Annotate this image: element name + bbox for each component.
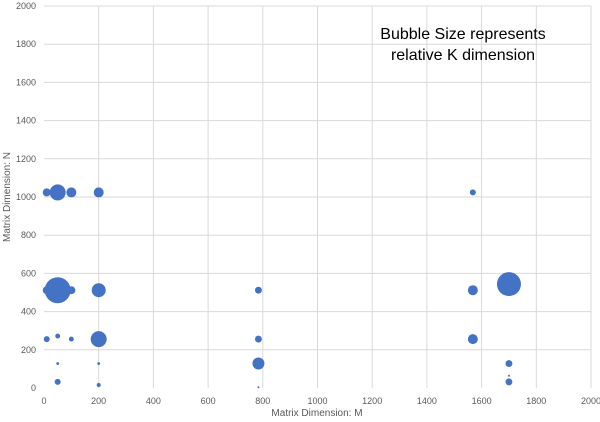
annotation-line-2: relative K dimension	[390, 47, 536, 64]
y-tick-label: 1800	[16, 39, 36, 49]
y-tick-label: 1200	[16, 154, 36, 164]
bubble	[97, 362, 101, 365]
x-tick-label: 0	[41, 396, 46, 406]
bubble	[66, 187, 77, 198]
bubble	[254, 335, 262, 343]
bubble	[55, 333, 61, 339]
x-tick-label: 800	[255, 396, 270, 406]
x-axis-title: Matrix Dimension: M	[271, 408, 362, 419]
y-axis-title: Matrix Dimension: N	[2, 152, 13, 242]
bubble	[505, 360, 513, 368]
y-tick-label: 200	[21, 345, 36, 355]
bubble	[91, 283, 106, 298]
bubble	[44, 277, 71, 304]
bubble	[252, 357, 265, 370]
y-tick-label: 1000	[16, 192, 36, 202]
bubble	[257, 386, 260, 389]
gridlines	[44, 5, 592, 388]
bubble	[505, 378, 513, 386]
bubbles	[42, 184, 521, 389]
bubble	[93, 187, 104, 198]
bubble	[496, 272, 521, 297]
x-tick-label: 1800	[526, 396, 546, 406]
annotation-line-1: Bubble Size represents	[380, 26, 546, 43]
bubble	[467, 285, 478, 296]
x-tick-label: 1000	[307, 396, 327, 406]
x-tick-label: 600	[201, 396, 216, 406]
bubble	[49, 184, 66, 201]
x-tick-label: 1600	[472, 396, 492, 406]
bubble	[56, 362, 60, 365]
y-tick-label: 0	[31, 383, 36, 393]
bubble	[254, 286, 262, 294]
y-tick-labels: 0 200 400 600 800 1000 1200 1400 1600 1800 2000	[16, 1, 36, 393]
y-tick-label: 1400	[16, 116, 36, 126]
x-tick-label: 200	[91, 396, 106, 406]
y-tick-label: 1600	[16, 77, 36, 87]
bubble	[90, 331, 107, 348]
bubble	[54, 378, 61, 385]
x-tick-labels: 0 200 400 600 800 1000 1200 1400 1600 1800 2000	[41, 396, 600, 406]
y-tick-label: 600	[21, 268, 36, 278]
bubble	[507, 374, 510, 377]
x-tick-label: 1200	[362, 396, 382, 406]
bubble	[68, 336, 74, 342]
x-tick-label: 2000	[581, 396, 600, 406]
bubble	[469, 189, 476, 196]
y-tick-label: 2000	[16, 1, 36, 11]
bubble	[42, 188, 51, 197]
x-tick-label: 1400	[417, 396, 437, 406]
bubble	[96, 382, 101, 387]
bubble	[67, 286, 76, 295]
y-tick-label: 400	[21, 307, 36, 317]
y-tick-label: 800	[21, 230, 36, 240]
bubble	[43, 336, 50, 343]
bubble	[467, 334, 478, 345]
bubble-size-annotation: Bubble Size represents relative K dimens…	[358, 24, 568, 66]
x-tick-label: 400	[146, 396, 161, 406]
